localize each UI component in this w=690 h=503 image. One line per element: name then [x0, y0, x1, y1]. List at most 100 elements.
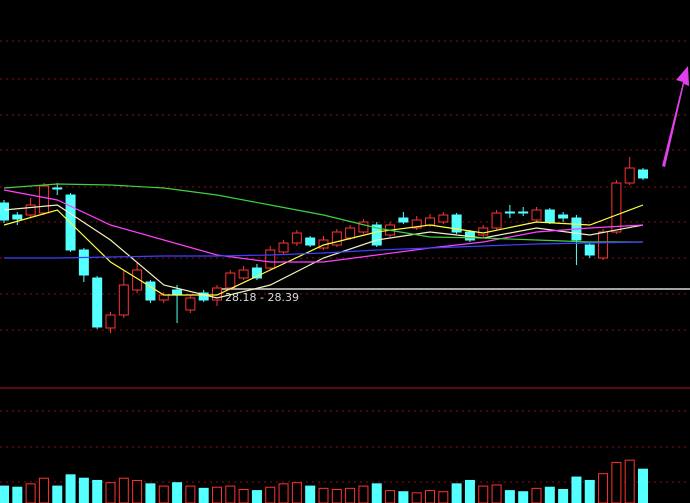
volume-bar [451, 483, 462, 503]
candle-body [198, 292, 209, 301]
candle-body [251, 267, 262, 279]
candle-body [371, 224, 382, 246]
volume-bar [12, 486, 23, 503]
grid [0, 40, 690, 483]
candle-body [305, 237, 316, 246]
volume-bar [305, 485, 316, 503]
volume-bar [624, 459, 635, 503]
candle-body [52, 187, 63, 190]
candle-body [518, 211, 529, 214]
volume-bar [544, 486, 555, 503]
candle-body [132, 269, 143, 291]
volume-bar [278, 483, 289, 503]
volume-bar [571, 476, 582, 503]
volume-bar [225, 485, 236, 503]
volume-bar [385, 490, 396, 503]
volume-bar [398, 491, 409, 503]
volume-bar [598, 473, 609, 503]
candle-body [558, 214, 569, 219]
candle-body [0, 202, 9, 221]
volume-bar [491, 484, 502, 503]
ma-line [3, 204, 644, 299]
candle-body [598, 231, 609, 259]
candle-body [478, 227, 489, 236]
candle-body [624, 167, 635, 184]
candle-body [78, 249, 89, 276]
candle-body [225, 272, 236, 289]
candle-body [611, 182, 622, 233]
candle-body [451, 214, 462, 233]
volume-bar [238, 488, 249, 503]
volume-bar [158, 485, 169, 503]
candle-body [265, 249, 276, 269]
volume-bar [358, 485, 369, 503]
candle-body [118, 284, 129, 316]
volume-bar [371, 483, 382, 503]
volume-bar [65, 474, 76, 503]
candle-body [278, 242, 289, 253]
volume-bar [265, 486, 276, 503]
candle-body [172, 289, 183, 296]
volume-bar [504, 490, 515, 503]
candle-body [358, 221, 369, 233]
ma-line [4, 241, 644, 259]
volume-bar [558, 488, 569, 503]
volume-bar [92, 479, 103, 503]
volume-bar [411, 492, 422, 503]
volume-bar [331, 488, 342, 503]
annotation: 28.18 - 28.39 [225, 291, 299, 304]
candle-body [438, 214, 449, 223]
candle-body [544, 209, 555, 223]
volume-bar [0, 485, 9, 503]
volume-bar [438, 491, 449, 503]
arrow [662, 66, 689, 167]
volume-bar [611, 461, 622, 503]
volume-bar [145, 483, 156, 503]
candle-body [92, 277, 103, 328]
candle-body [398, 217, 409, 223]
candle-body [212, 287, 222, 301]
volume-bar [105, 482, 116, 503]
candle-body [145, 281, 156, 301]
candle-body [238, 269, 249, 279]
volume-bar [52, 485, 63, 503]
volume-bar [38, 477, 49, 503]
volume-bar [518, 491, 529, 503]
volume-bar [25, 483, 36, 503]
volume-bar [78, 477, 89, 503]
candle-body [584, 244, 595, 256]
candle-body [25, 204, 36, 216]
candle-body [158, 294, 169, 301]
candle-body [331, 231, 342, 246]
volume-bar [172, 482, 183, 503]
volume-bar [531, 487, 542, 503]
candle-body [531, 209, 542, 221]
candle-body [38, 185, 49, 214]
volume-bar [425, 490, 435, 503]
candle-body [491, 212, 502, 229]
volume-bar [212, 486, 222, 503]
volume-bar [132, 479, 143, 503]
candle-body [425, 217, 435, 226]
ma-line [3, 183, 643, 243]
ma-line [3, 204, 644, 296]
volume-bar [584, 479, 595, 503]
candle-body [291, 232, 302, 244]
candle-body [345, 227, 356, 239]
volume-bar [251, 490, 262, 503]
volume-bar [464, 479, 475, 503]
candle-body [185, 297, 196, 311]
volume-bar [345, 487, 356, 503]
volume-bar [198, 487, 209, 503]
candle-body [638, 169, 648, 179]
volume-bar [638, 468, 648, 503]
candle-body [411, 219, 422, 229]
candle-body [504, 211, 515, 214]
volume-bar [118, 477, 129, 503]
volume-bar [478, 485, 489, 503]
volume-bar [185, 485, 196, 503]
volume-bar [291, 482, 302, 503]
ma-line [3, 189, 644, 263]
